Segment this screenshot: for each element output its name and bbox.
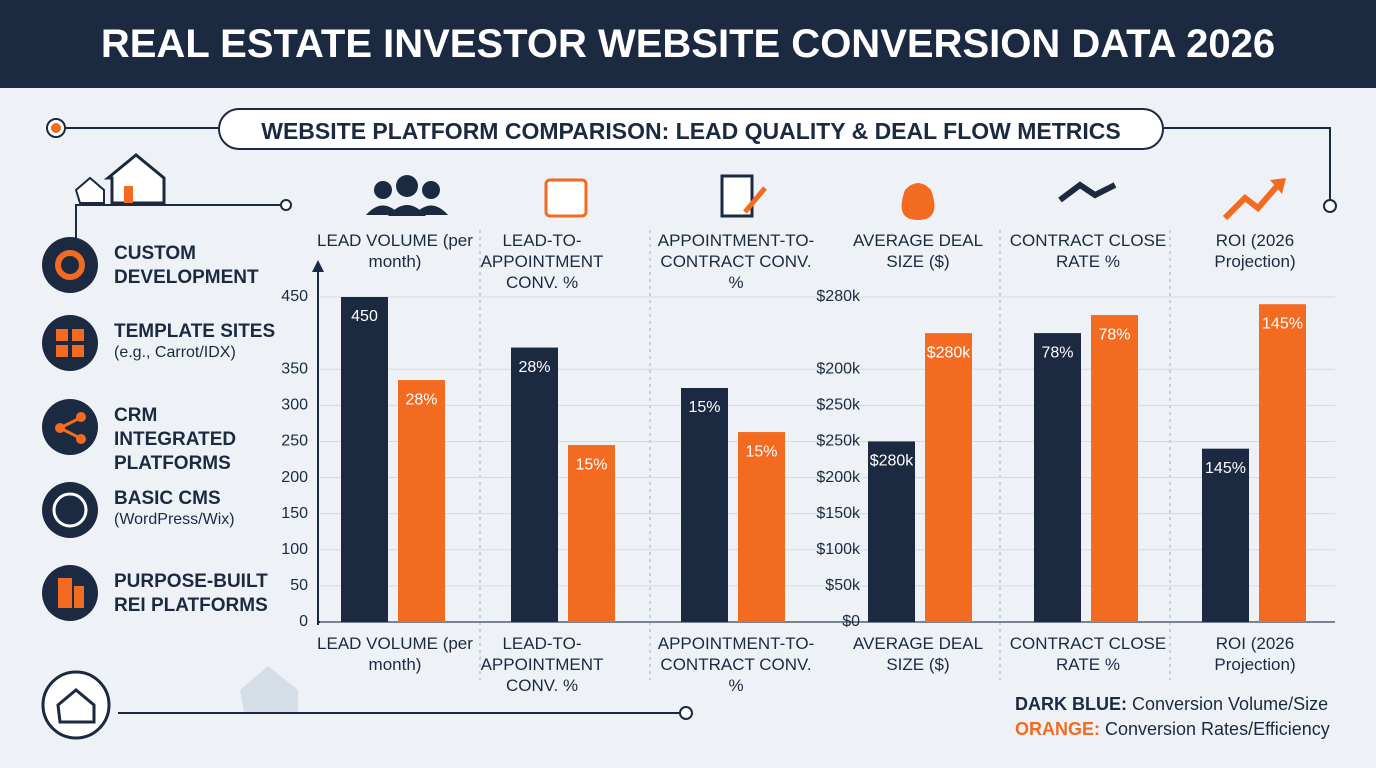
group-header: LEAD VOLUME (per month): [317, 231, 473, 271]
y2-tick-label: $100k: [816, 541, 861, 558]
value-label: 450: [351, 308, 378, 325]
header-icons: [366, 174, 1286, 221]
group-header: ROI (2026 Projection): [1214, 231, 1296, 271]
bar: [738, 432, 785, 622]
platform-name: CRM INTEGRATED PLATFORMS: [114, 405, 237, 474]
node: [1323, 199, 1337, 213]
platform: BASIC CMS (WordPress/Wix): [114, 487, 284, 529]
x-tick-label: LEAD VOLUME (per month): [317, 634, 473, 674]
y-tick-label: 150: [281, 505, 308, 522]
legend: DARK BLUE: Conversion Volume/Size ORANGE: C…: [1015, 692, 1330, 742]
y2-tick-label: $250k: [816, 433, 861, 450]
platform: PURPOSE-BUILT REI PLATFORMS: [114, 570, 284, 618]
node: [679, 706, 693, 720]
subtitle: WEBSITE PLATFORM COMPARISON: LEAD QUALIT…: [218, 108, 1164, 150]
platform-note: (WordPress/Wix): [114, 511, 235, 528]
house-badge: [41, 670, 111, 740]
platform-name: PURPOSE-BUILT REI PLATFORMS: [114, 571, 268, 616]
value-label: 78%: [1098, 326, 1130, 343]
house-watermark: [240, 666, 298, 712]
y-tick-label: 250: [281, 433, 308, 450]
platform-note: (e.g., Carrot/IDX): [114, 344, 236, 361]
y2-tick-label: $200k: [816, 360, 861, 377]
y2-tick-label: $250k: [816, 397, 861, 414]
value-label: 145%: [1262, 315, 1303, 332]
y-tick-label: 200: [281, 469, 308, 486]
platform: TEMPLATE SITES (e.g., Carrot/IDX): [114, 320, 284, 362]
y-tick-label: 0: [299, 613, 308, 630]
bar: [925, 333, 972, 622]
value-label: 145%: [1205, 460, 1246, 477]
y2-tick-label: $150k: [816, 505, 861, 522]
x-tick-label: ROI (2026 Projection): [1214, 634, 1296, 674]
node: [280, 199, 292, 211]
legend-entry: DARK BLUE: Conversion Volume/Size: [1015, 692, 1330, 717]
value-label: 28%: [405, 391, 437, 408]
group-header: APPOINTMENT-TO-CONTRACT CONV. %: [657, 231, 815, 292]
value-label: 28%: [518, 359, 550, 376]
value-label: 15%: [745, 443, 777, 460]
bar: [1091, 315, 1138, 622]
legend-text: Conversion Rates/Efficiency: [1105, 719, 1330, 739]
house-badge-icon: [56, 688, 96, 724]
node: [51, 123, 61, 133]
platform-icons: [42, 237, 98, 621]
y-tick-label: 100: [281, 541, 308, 558]
bar: [681, 388, 728, 622]
group-header: LEAD-TO-APPOINTMENT CONV. %: [480, 231, 604, 292]
x-tick-label: AVERAGE DEAL SIZE ($): [852, 634, 984, 674]
platform-name: TEMPLATE SITES: [114, 321, 276, 342]
connector-lines: [66, 127, 1331, 714]
bar: [868, 441, 915, 622]
value-label: $280k: [870, 453, 915, 470]
house-icon: [74, 153, 166, 205]
platform: CUSTOM DEVELOPMENT: [114, 242, 284, 290]
bar: [568, 445, 615, 622]
group-header: AVERAGE DEAL SIZE ($): [852, 231, 984, 271]
y2-tick-label: $50k: [825, 577, 861, 594]
x-tick-label: APPOINTMENT-TO-CONTRACT CONV. %: [657, 634, 815, 695]
x-tick-label: CONTRACT CLOSE RATE %: [1009, 634, 1167, 674]
x-tick-label: LEAD-TO-APPOINTMENT CONV. %: [480, 634, 604, 695]
bar: [1259, 304, 1306, 622]
value-label: 78%: [1041, 344, 1073, 361]
y2-tick-label: $200k: [816, 469, 861, 486]
platform-name: BASIC CMS: [114, 488, 221, 509]
group-header: CONTRACT CLOSE RATE %: [1009, 231, 1167, 271]
bar: [398, 380, 445, 622]
platform: CRM INTEGRATED PLATFORMS: [114, 404, 284, 476]
y-tick-label: 50: [290, 577, 308, 594]
legend-text: Conversion Volume/Size: [1132, 694, 1329, 714]
title: REAL ESTATE INVESTOR WEBSITE CONVERSION …: [0, 0, 1376, 88]
y-tick-label: 450: [281, 288, 308, 305]
value-label: 15%: [575, 456, 607, 473]
y2-tick-label: $280k: [816, 288, 861, 305]
legend-key: ORANGE:: [1015, 719, 1100, 739]
legend-key: DARK BLUE:: [1015, 694, 1127, 714]
group-separators: [479, 230, 1171, 680]
bar: [1034, 333, 1081, 622]
bar: [1202, 448, 1249, 622]
y2-tick-label: $0: [842, 613, 860, 630]
value-label: $280k: [927, 344, 972, 361]
y-tick-label: 300: [281, 397, 308, 414]
platform-name: CUSTOM DEVELOPMENT: [114, 243, 259, 288]
legend-entry: ORANGE: Conversion Rates/Efficiency: [1015, 717, 1330, 742]
y-axis-arrow: [312, 260, 324, 272]
bar: [341, 297, 388, 622]
value-label: 15%: [688, 399, 720, 416]
y-tick-label: 350: [281, 360, 308, 377]
bar: [511, 347, 558, 622]
